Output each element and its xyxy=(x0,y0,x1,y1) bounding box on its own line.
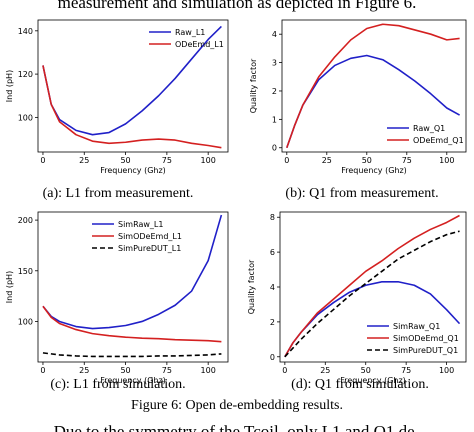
x-tick-label: 0 xyxy=(40,366,45,375)
panel-caption: (a): L1 from measurement. xyxy=(43,186,194,201)
x-tick-label: 100 xyxy=(201,366,216,375)
y-tick-label: 120 xyxy=(18,70,33,79)
x-tick-label: 50 xyxy=(120,366,130,375)
x-axis-label: Frequency (Ghz) xyxy=(341,166,407,175)
x-tick-label: 100 xyxy=(439,156,454,165)
series-line xyxy=(286,54,460,149)
y-axis-label: Ind (pH) xyxy=(5,70,14,102)
x-tick-label: 25 xyxy=(79,156,89,165)
x-tick-label: 25 xyxy=(79,366,89,375)
y-tick-label: 2 xyxy=(270,318,275,327)
legend-label: SimRaw_Q1 xyxy=(393,322,440,331)
top-text: measurement and simulation as depicted i… xyxy=(58,0,417,12)
series-line xyxy=(42,352,222,358)
x-tick-label: 75 xyxy=(401,366,411,375)
legend-label: SimPureDUT_L1 xyxy=(118,244,181,253)
x-axis-label: Frequency (Ghz) xyxy=(100,166,166,175)
y-axis-label: Quality factor xyxy=(247,259,256,314)
plot-frame xyxy=(281,19,467,153)
figure-caption: Figure 6: Open de-embedding results. xyxy=(131,398,343,413)
legend-label: Raw_Q1 xyxy=(413,124,445,133)
y-tick-label: 4 xyxy=(270,283,275,292)
series-line xyxy=(42,214,223,330)
panel-caption: (c): L1 from simulation. xyxy=(50,377,185,392)
x-tick-label: 50 xyxy=(362,156,372,165)
legend-label: SimODeEmd_L1 xyxy=(118,232,182,241)
x-tick-label: 75 xyxy=(162,366,172,375)
y-tick-label: 1 xyxy=(272,115,277,124)
x-axis-label: Frequency (Ghz) xyxy=(340,376,406,385)
series-line xyxy=(286,23,460,149)
y-tick-label: 100 xyxy=(18,113,33,122)
series-line xyxy=(284,214,460,358)
y-tick-label: 4 xyxy=(272,30,277,39)
series-line xyxy=(42,305,222,343)
x-tick-label: 25 xyxy=(322,156,332,165)
x-tick-label: 50 xyxy=(120,156,130,165)
legend-label: ODeEmd_L1 xyxy=(175,40,224,49)
legend-label: Raw_L1 xyxy=(175,28,205,37)
x-tick-label: 0 xyxy=(40,156,45,165)
legend-label: SimPureDUT_Q1 xyxy=(393,346,458,355)
x-axis-label: Frequency (Ghz) xyxy=(100,376,166,385)
x-tick-label: 25 xyxy=(320,366,330,375)
x-tick-label: 50 xyxy=(361,366,371,375)
panel-caption: (d): Q1 from simulation. xyxy=(291,377,429,392)
x-tick-label: 100 xyxy=(201,156,216,165)
plot-frame xyxy=(37,19,229,153)
x-tick-label: 75 xyxy=(162,156,172,165)
y-tick-label: 140 xyxy=(18,27,33,36)
y-tick-label: 100 xyxy=(18,317,33,326)
y-tick-label: 2 xyxy=(272,87,277,96)
x-tick-label: 100 xyxy=(439,366,454,375)
y-tick-label: 200 xyxy=(18,216,33,225)
y-tick-label: 150 xyxy=(18,267,33,276)
x-tick-label: 0 xyxy=(284,156,289,165)
legend-label: ODeEmd_Q1 xyxy=(413,136,464,145)
series-line xyxy=(42,25,222,136)
y-axis-label: Quality factor xyxy=(249,58,258,113)
x-tick-label: 75 xyxy=(402,156,412,165)
panel-caption: (b): Q1 from measurement. xyxy=(285,186,438,201)
y-tick-label: 8 xyxy=(270,213,275,222)
series-line xyxy=(284,230,460,358)
y-axis-label: Ind (pH) xyxy=(5,271,14,303)
x-tick-label: 0 xyxy=(282,366,287,375)
plot-frame xyxy=(37,211,229,363)
legend-label: SimODeEmd_Q1 xyxy=(393,334,459,343)
y-tick-label: 3 xyxy=(272,59,277,68)
bottom-text: Due to the symmetry of the Tcoil, only L… xyxy=(54,422,421,432)
y-tick-label: 6 xyxy=(270,248,275,257)
legend-label: SimRaw_L1 xyxy=(118,220,163,229)
y-tick-label: 0 xyxy=(272,144,277,153)
y-tick-label: 0 xyxy=(270,353,275,362)
series-line xyxy=(42,65,222,149)
